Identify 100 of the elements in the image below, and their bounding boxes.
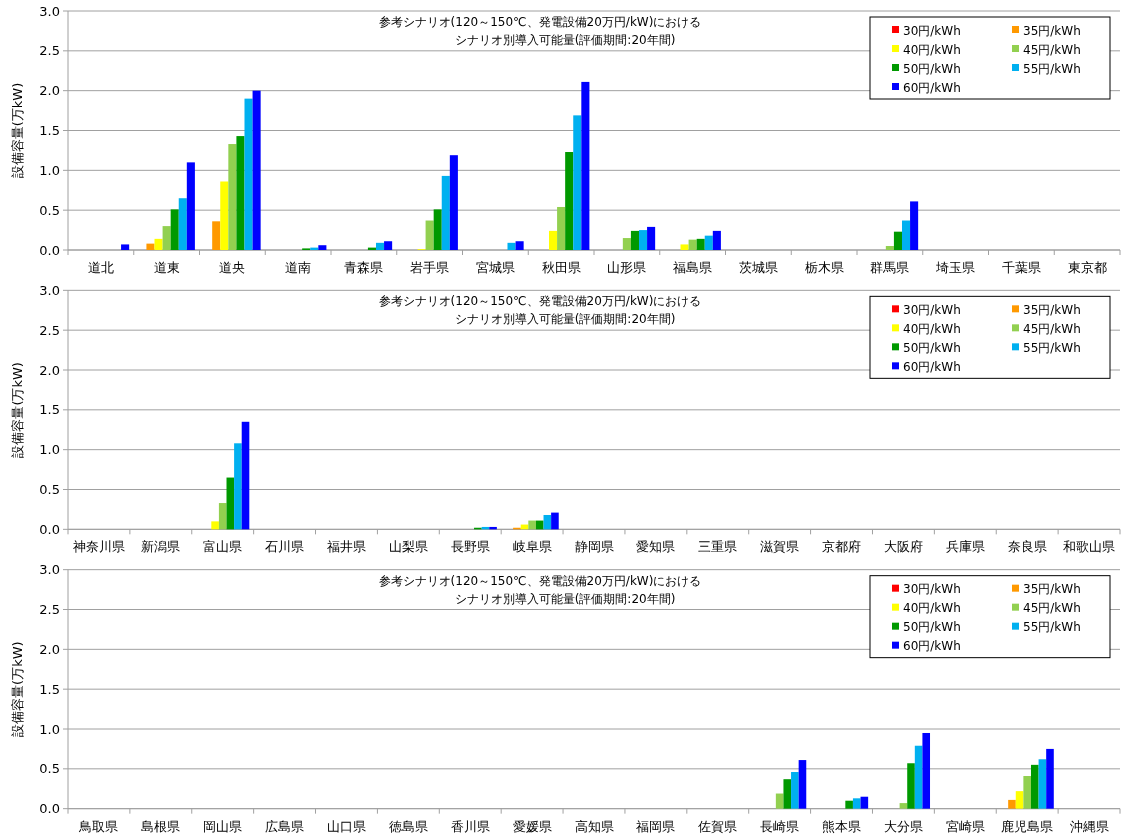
x-tick-label: 福島県 — [673, 260, 713, 275]
bar — [236, 136, 245, 250]
bar — [228, 144, 237, 250]
legend-label: 60円/kWh — [903, 639, 961, 654]
bar — [226, 477, 235, 530]
legend-label: 40円/kWh — [903, 601, 961, 616]
legend-label: 60円/kWh — [903, 359, 961, 374]
x-tick-label: 富山県 — [203, 539, 243, 555]
bar — [899, 803, 908, 809]
text: シナリオ別導入可能量(評価期間:20年間) — [454, 33, 676, 47]
x-tick-label: 滋賀県 — [760, 539, 800, 555]
text: シナリオ別導入可能量(評価期間:20年間) — [454, 591, 676, 606]
bar — [543, 514, 552, 530]
y-tick-label: 2.0 — [39, 83, 60, 99]
bar — [1015, 791, 1024, 809]
y-axis-title: 設備容量(万kW) — [10, 362, 25, 458]
legend-label: 35円/kWh — [1023, 23, 1081, 38]
bar — [449, 155, 458, 250]
bar — [186, 162, 195, 250]
bar — [528, 520, 536, 530]
bar — [241, 421, 250, 530]
bar — [907, 763, 915, 809]
x-tick-label: 愛知県 — [636, 539, 676, 555]
x-tick-label: 宮崎県 — [945, 818, 985, 834]
y-tick-label: 0.0 — [39, 801, 60, 817]
y-tick-label: 2.5 — [39, 43, 60, 59]
x-tick-label: 新潟県 — [141, 539, 181, 555]
x-tick-label: 京都府 — [822, 539, 862, 555]
y-tick-label: 3.0 — [39, 562, 60, 578]
x-tick-label: 道北 — [87, 260, 114, 275]
x-tick-label: 長崎県 — [760, 818, 800, 834]
x-tick-label: 大分県 — [883, 818, 923, 834]
bar — [146, 243, 155, 250]
legend-label: 50円/kWh — [903, 340, 961, 355]
x-tick-label: 山梨県 — [388, 539, 428, 555]
bar — [696, 238, 705, 250]
legend-label: 45円/kWh — [1023, 321, 1081, 336]
bar — [901, 220, 911, 250]
y-tick-label: 2.5 — [39, 602, 60, 617]
bar — [234, 443, 242, 530]
bar — [791, 772, 799, 809]
y-tick-label: 0.5 — [39, 761, 60, 777]
legend-label: 50円/kWh — [903, 620, 961, 635]
legend-label: 40円/kWh — [903, 42, 961, 57]
x-tick-label: 沖縄県 — [1069, 818, 1109, 834]
legend-label: 45円/kWh — [1023, 42, 1081, 57]
bar — [630, 230, 639, 250]
bar — [170, 209, 179, 250]
bar — [318, 245, 327, 250]
x-tick-label: 和歌山県 — [1063, 539, 1116, 555]
bar — [220, 181, 229, 250]
bar — [441, 175, 450, 250]
bar — [893, 231, 902, 250]
bar — [775, 793, 784, 809]
bar — [121, 244, 130, 250]
x-tick-label: 宮城県 — [475, 260, 515, 275]
chart-title: 参考シナリオ(120～150℃、発電設備20万円/kW)における — [378, 294, 702, 309]
bar — [1030, 764, 1039, 809]
x-tick-label: 高知県 — [574, 818, 614, 834]
x-tick-label: 鹿児島県 — [1001, 818, 1054, 834]
y-tick-label: 0.0 — [39, 521, 60, 537]
x-tick-label: 山形県 — [607, 260, 647, 275]
bar — [783, 779, 792, 809]
bar — [535, 520, 544, 530]
x-tick-label: 岡山県 — [203, 818, 243, 834]
bar — [860, 796, 869, 809]
legend-label: 45円/kWh — [1023, 601, 1081, 616]
x-tick-label: 道東 — [153, 260, 180, 275]
bar — [551, 512, 559, 530]
x-tick-label: 福井県 — [326, 539, 366, 555]
x-tick-label: 福岡県 — [636, 818, 676, 834]
x-tick-label: 栃木県 — [804, 260, 844, 275]
y-tick-label: 1.0 — [39, 721, 60, 737]
x-tick-label: 東京都 — [1067, 260, 1107, 275]
bar — [910, 201, 919, 250]
y-tick-label: 0.5 — [39, 482, 60, 497]
legend-label: 40円/kWh — [903, 321, 961, 336]
x-tick-label: 山口県 — [326, 818, 366, 834]
bar — [647, 226, 656, 250]
legend-label: 55円/kWh — [1023, 620, 1081, 635]
legend-label: 30円/kWh — [903, 582, 961, 597]
y-tick-label: 2.5 — [39, 322, 60, 338]
chart-title: 参考シナリオ(120～150℃、発電設備20万円/kW)における — [378, 573, 702, 588]
legend-label: 35円/kWh — [1023, 302, 1081, 317]
bar — [885, 246, 894, 250]
x-tick-label: 埼玉県 — [935, 260, 976, 275]
legend-label: 55円/kWh — [1023, 340, 1081, 355]
x-tick-label: 長野県 — [450, 539, 490, 555]
x-tick-label: 道南 — [285, 260, 312, 275]
y-tick-label: 0.0 — [39, 242, 60, 258]
x-tick-label: 三重県 — [698, 539, 738, 555]
bar — [162, 226, 171, 250]
x-tick-label: 秋田県 — [541, 260, 581, 275]
x-tick-label: 青森県 — [344, 260, 384, 275]
bar — [515, 241, 524, 250]
legend-label: 30円/kWh — [903, 23, 961, 38]
x-tick-label: 神奈川県 — [72, 539, 125, 555]
x-tick-label: 島根県 — [141, 818, 181, 834]
bar — [252, 90, 261, 250]
bar — [433, 209, 442, 250]
